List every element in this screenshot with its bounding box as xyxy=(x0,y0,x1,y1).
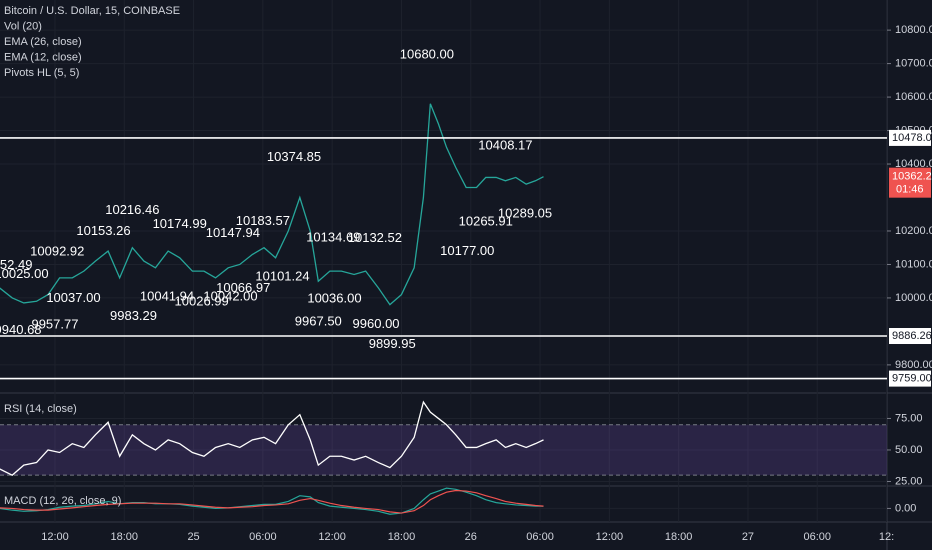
pivot-label: 10052.49 xyxy=(0,257,32,272)
y-tick-label: 10400.00 xyxy=(895,158,932,170)
x-tick-label: 12:00 xyxy=(596,531,624,543)
pivot-label: 10066.97 xyxy=(216,280,270,295)
x-tick-label: 06:00 xyxy=(526,531,554,543)
pivot-label: 10265.91 xyxy=(459,213,513,228)
pivot-label: 9967.50 xyxy=(295,313,342,328)
y-tick-label: 0.00 xyxy=(895,502,916,514)
series-line xyxy=(0,103,544,306)
pivot-label: 10041.94 xyxy=(140,288,194,303)
pivot-label: 10408.17 xyxy=(478,138,532,153)
pivot-label: 9957.77 xyxy=(31,317,78,332)
rsi-band xyxy=(0,424,887,476)
pivot-label: 10374.85 xyxy=(267,149,321,164)
y-tick-label: 25.00 xyxy=(895,475,923,487)
y-tick-label: 10000.00 xyxy=(895,292,932,304)
y-tick-label: 10800.00 xyxy=(895,24,932,36)
y-tick-label: 10600.00 xyxy=(895,91,932,103)
x-tick-label: 12:00 xyxy=(41,531,69,543)
pivot-label: 10183.57 xyxy=(236,213,290,228)
pivot-label: 10025.00 xyxy=(0,266,49,281)
series-line xyxy=(0,487,544,515)
x-tick-label: 12:00 xyxy=(318,531,346,543)
price-label-box xyxy=(889,370,931,387)
x-tick-label: 27 xyxy=(742,531,754,543)
pivot-label: 10101.24 xyxy=(255,268,309,283)
x-tick-label: 25 xyxy=(187,531,199,543)
legend-entry: Pivots HL (5, 5) xyxy=(4,67,79,79)
pane-title: MACD (12, 26, close, 9) xyxy=(4,495,121,507)
countdown: 01:46 xyxy=(896,184,924,196)
y-tick-label: 50.00 xyxy=(895,444,923,456)
pivot-label: 10147.94 xyxy=(206,225,260,240)
pivot-label: 10036.00 xyxy=(307,290,361,305)
x-tick-label: 06:00 xyxy=(803,531,831,543)
series-line xyxy=(0,489,544,514)
pivot-label: 10026.99 xyxy=(175,293,229,308)
legend-entry: Bitcoin / U.S. Dollar, 15, COINBASE xyxy=(4,5,180,17)
price-label: 9886.26 xyxy=(892,330,932,342)
y-tick-label: 10700.00 xyxy=(895,58,932,70)
x-tick-label: 18:00 xyxy=(388,531,416,543)
x-tick-label: 18:00 xyxy=(665,531,693,543)
legend-entry: Vol (20) xyxy=(4,20,42,32)
pivot-label: 9960.00 xyxy=(353,316,400,331)
series-line xyxy=(0,400,544,476)
y-tick-label: 10100.00 xyxy=(895,258,932,270)
pivot-label: 10216.46 xyxy=(105,202,159,217)
price-label: 10478.00 xyxy=(892,132,932,144)
y-tick-label: 10200.00 xyxy=(895,225,932,237)
price-label-box xyxy=(889,129,931,146)
pivot-label: 10042.00 xyxy=(203,288,257,303)
x-tick-label: 12: xyxy=(879,531,894,543)
price-label: 9759.00 xyxy=(892,373,932,385)
last-price: 10362.24 xyxy=(892,171,932,183)
pivot-label: 10037.00 xyxy=(46,290,100,305)
last-price-box xyxy=(889,167,931,198)
legend-entry: EMA (12, close) xyxy=(4,51,82,63)
pivot-label: 10680.00 xyxy=(400,47,454,62)
price-label-box xyxy=(889,328,931,345)
pivot-label: 10177.00 xyxy=(440,243,494,258)
pivot-label: 10134.69 xyxy=(306,229,360,244)
pane-title: RSI (14, close) xyxy=(4,403,77,415)
legend-entry: EMA (26, close) xyxy=(4,36,82,48)
pivot-label: 9899.95 xyxy=(369,336,416,351)
pivot-label: 10289.05 xyxy=(498,206,552,221)
pivot-label: 10132.52 xyxy=(348,230,402,245)
y-tick-label: 75.00 xyxy=(895,412,923,424)
pivot-label: 10092.92 xyxy=(30,243,84,258)
pivot-label: 9940.68 xyxy=(0,322,42,337)
x-tick-label: 06:00 xyxy=(249,531,277,543)
y-tick-label: 9800.00 xyxy=(895,359,932,371)
pivot-label: 10153.26 xyxy=(76,223,130,238)
x-tick-label: 26 xyxy=(465,531,477,543)
pivot-label: 10174.99 xyxy=(153,216,207,231)
x-tick-label: 18:00 xyxy=(111,531,139,543)
plot-area: 10052.4910025.00 10092.92 10216.46 10153.26… xyxy=(0,0,887,522)
pivot-label: 9983.29 xyxy=(110,308,157,323)
